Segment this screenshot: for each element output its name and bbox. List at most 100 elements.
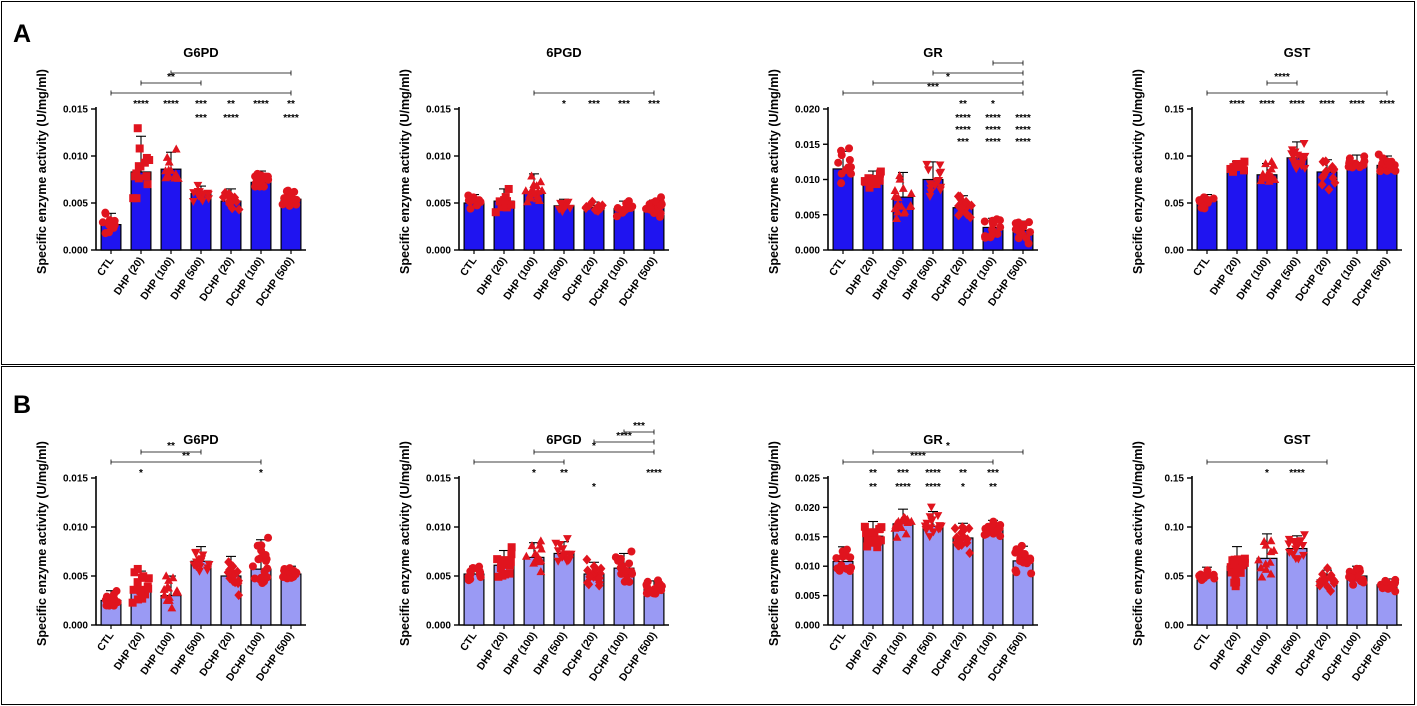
y-tick-label: 0.05 — [1165, 572, 1185, 583]
data-point — [224, 189, 234, 200]
data-point — [1261, 159, 1270, 168]
x-tick-label: CTL — [95, 629, 117, 653]
data-point — [562, 201, 571, 210]
data-point — [527, 541, 537, 550]
chart-title: GST — [1284, 432, 1311, 447]
y-tick-label: 0.000 — [63, 246, 88, 257]
data-point — [582, 554, 592, 565]
data-point — [890, 204, 900, 213]
data-point — [264, 533, 273, 542]
data-point — [628, 202, 637, 211]
data-point — [1299, 551, 1308, 560]
data-point — [1291, 165, 1301, 174]
data-point — [892, 213, 901, 222]
data-point — [591, 564, 601, 575]
extra-significance-star: **** — [283, 113, 299, 124]
data-point — [1266, 164, 1276, 173]
bar — [1376, 164, 1398, 251]
y-tick-label: 0.010 — [426, 523, 451, 534]
data-point — [1284, 535, 1294, 544]
data-point — [195, 563, 205, 572]
data-point — [1229, 163, 1238, 172]
data-point — [476, 568, 485, 577]
data-point — [1347, 573, 1356, 582]
data-point — [101, 209, 110, 218]
data-point — [1391, 575, 1400, 584]
extra-significance-star: **** — [955, 125, 971, 136]
data-point — [167, 603, 177, 612]
y-tick-label: 0.005 — [426, 572, 451, 583]
y-tick-label: 0.015 — [795, 140, 820, 151]
bar — [982, 528, 1004, 626]
x-tick-label: CTL — [827, 254, 849, 278]
data-point — [933, 512, 943, 521]
data-point — [536, 567, 546, 576]
data-point — [144, 584, 153, 593]
data-point — [537, 185, 547, 194]
y-tick-label: 0.005 — [426, 199, 451, 210]
data-point — [491, 208, 500, 217]
panel-b: B — [1, 366, 1415, 705]
data-point — [230, 192, 240, 203]
significance-star: **** — [1319, 99, 1335, 110]
y-axis-label: Specific enzyme activity (U/mg/ml) — [1131, 69, 1145, 274]
data-point — [466, 204, 475, 213]
chart-a-gst: GST Specific enzyme activity (U/mg/ml) 0.0… — [1131, 45, 1402, 308]
bar — [583, 207, 605, 251]
data-point — [906, 201, 916, 210]
data-point — [1382, 577, 1391, 586]
data-point — [233, 566, 242, 577]
data-point — [1026, 228, 1035, 237]
y-tick-label: 0.05 — [1165, 199, 1185, 210]
data-point — [250, 574, 259, 583]
data-point — [507, 543, 516, 552]
x-tick-label: CTL — [95, 254, 117, 278]
chart-a-g6pd: G6PD Specific enzyme activity (U/mg/ml) 0.… — [35, 45, 306, 308]
data-point — [203, 566, 212, 575]
data-point — [228, 561, 238, 572]
data-point — [845, 155, 854, 164]
data-point — [168, 573, 178, 582]
data-point — [869, 538, 878, 547]
chart-title: 6PGD — [546, 432, 581, 447]
significance-star: *** — [987, 468, 999, 479]
data-point — [261, 550, 270, 559]
significance-star: **** — [925, 468, 941, 479]
data-point — [1210, 574, 1219, 583]
data-point — [521, 551, 531, 560]
data-point — [1024, 239, 1033, 248]
data-point — [950, 523, 960, 534]
x-tick-label: CTL — [827, 629, 849, 653]
y-tick-label: 0.025 — [795, 474, 820, 485]
data-point — [583, 565, 592, 576]
extra-significance-star: **** — [223, 113, 239, 124]
chart-b-gr: GR Specific enzyme activity (U/mg/ml) 0.00… — [767, 432, 1038, 683]
data-point — [584, 579, 594, 590]
bracket-star: * — [946, 441, 950, 452]
data-point — [507, 550, 516, 559]
data-point — [534, 556, 544, 565]
data-point — [507, 200, 516, 209]
data-point — [1014, 218, 1023, 227]
panel-label-b: B — [13, 391, 32, 419]
data-point — [957, 202, 967, 213]
data-point — [189, 189, 199, 198]
data-point — [258, 579, 267, 588]
data-point — [129, 194, 138, 203]
data-point — [1012, 568, 1021, 577]
data-point — [234, 590, 244, 601]
data-point — [1197, 573, 1206, 582]
data-point — [1232, 578, 1241, 587]
bracket-star: ** — [182, 451, 190, 462]
extra-significance-star: * — [961, 482, 965, 493]
data-point — [867, 177, 876, 186]
data-point — [900, 513, 910, 522]
data-point — [260, 567, 269, 576]
data-point — [535, 540, 545, 549]
data-point — [290, 187, 299, 196]
data-point — [1300, 531, 1309, 540]
y-tick-label: 0.010 — [795, 175, 820, 186]
data-point — [193, 181, 203, 190]
data-point — [188, 197, 198, 206]
data-point — [292, 195, 301, 204]
